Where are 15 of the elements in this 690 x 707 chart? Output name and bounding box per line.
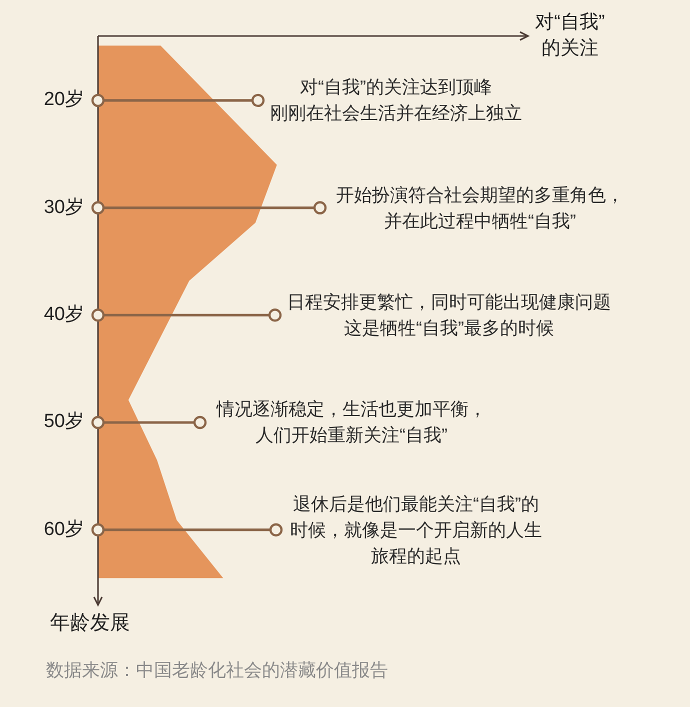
annotation: 情况逐渐稳定，生活也更加平衡，人们开始重新关注“自我” [215,398,488,448]
axis-end-note: 对“自我”的关注 [534,11,606,61]
y-axis-title: 年龄发展 [50,611,130,636]
annotation: 开始扮演符合社会期望的多重角色，并在此过程中牺牲“自我” [335,184,625,233]
tick-label: 50岁 [44,410,84,434]
tick-label: 30岁 [44,196,84,220]
annotation: 这是牺牲“自我”最多的时候 [344,317,554,340]
tick-label: 40岁 [44,303,84,328]
tick-label: 60岁 [44,518,84,542]
annotation: 退休后是他们最能关注“自我”的时候，就像是一个开启新的人生旅程的起点 [289,492,543,568]
annotation: 对“自我”的关注达到顶峰 [300,76,492,100]
annotation: 刚刚在社会生活并在经济上独立 [270,102,522,126]
annotation: 日程安排更繁忙，同时可能出现健康问题 [287,291,611,314]
source-note: 数据来源：中国老龄化社会的潜藏价值报告 [46,659,388,682]
tick-label: 20岁 [44,88,84,112]
